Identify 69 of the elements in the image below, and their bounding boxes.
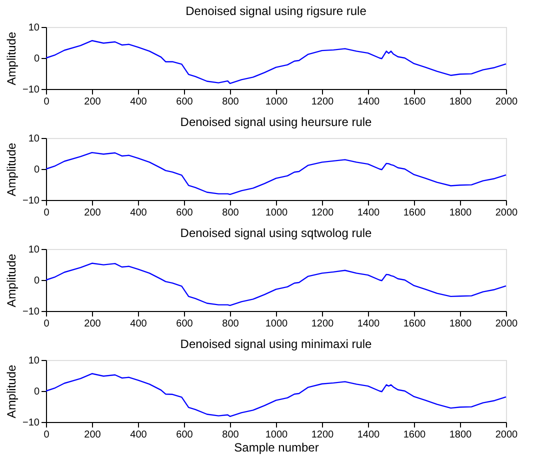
x-tick-label: 400 [130,208,148,218]
x-tick-label: 1800 [449,318,472,330]
x-tick-label: 600 [176,430,194,440]
chart-title: Denoised signal using minimaxi rule [180,337,372,351]
y-tick-label: −10 [22,306,40,318]
y-tick-label: −10 [22,418,40,428]
x-tick-label: 400 [130,96,148,108]
x-tick-label: 0 [44,318,50,330]
chart-title: Denoised signal using heursure rule [180,115,372,129]
x-tick-label: 1800 [449,96,472,108]
x-tick-label: 1400 [357,208,380,218]
x-tick-label: 600 [176,96,194,108]
x-tick-label: 800 [222,208,240,218]
x-tick-label: 400 [130,430,148,440]
y-tick-label: −10 [22,196,40,206]
line-series [45,40,507,84]
x-tick-label: 1600 [403,208,426,218]
x-tick-label: 2000 [495,96,518,108]
y-tick-label: 0 [34,386,40,398]
x-tick-label: 1600 [403,96,426,108]
x-tick-label: 0 [44,96,50,108]
y-tick-label: 0 [34,54,40,64]
y-axis-title: Amplitude [4,364,19,418]
x-tick-label: 1200 [311,430,334,440]
x-tick-label: 600 [176,208,194,218]
x-tick-label: 800 [222,430,240,440]
line-series [45,262,507,306]
x-tick-label: 0 [44,208,50,218]
x-tick-label: 1000 [265,430,288,440]
y-axis-title: Amplitude [4,254,19,308]
y-tick-label: 0 [34,164,40,176]
y-tick-label: 10 [28,356,40,366]
x-tick-label: 200 [84,318,102,330]
x-tick-label: 0 [44,430,50,440]
x-tick-label: 1600 [403,318,426,330]
x-tick-label: 1400 [357,430,380,440]
x-tick-label: 1800 [449,430,472,440]
x-tick-label: 200 [84,208,102,218]
x-tick-label: 200 [84,96,102,108]
x-tick-label: 1600 [403,430,426,440]
x-tick-label: 400 [130,318,148,330]
y-axis-title: Amplitude [4,32,19,86]
line-series [45,152,507,196]
y-axis-title: Amplitude [4,142,19,196]
x-tick-label: 1200 [311,96,334,108]
x-tick-label: 1800 [449,208,472,218]
x-tick-label: 1400 [357,96,380,108]
x-tick-label: 200 [84,430,102,440]
y-tick-label: −10 [22,84,40,96]
x-tick-label: 600 [176,318,194,330]
chart-title: Denoised signal using sqtwolog rule [180,226,372,240]
x-tick-label: 1000 [265,318,288,330]
x-tick-label: 800 [222,318,240,330]
x-tick-label: 2000 [495,318,518,330]
x-tick-label: 800 [222,96,240,108]
y-tick-label: 10 [28,244,40,256]
x-tick-label: 2000 [495,430,518,440]
x-axis-title: Sample number [234,440,319,454]
x-tick-label: 1000 [265,208,288,218]
chart-title: Denoised signal using rigsure rule [186,4,367,18]
x-tick-label: 1400 [357,318,380,330]
x-tick-label: 1200 [311,208,334,218]
y-tick-label: 10 [28,22,40,34]
line-series [45,373,507,418]
x-tick-label: 1000 [265,96,288,108]
x-tick-label: 2000 [495,208,518,218]
x-tick-label: 1200 [311,318,334,330]
y-tick-label: 0 [34,276,40,286]
y-tick-label: 10 [28,134,40,144]
